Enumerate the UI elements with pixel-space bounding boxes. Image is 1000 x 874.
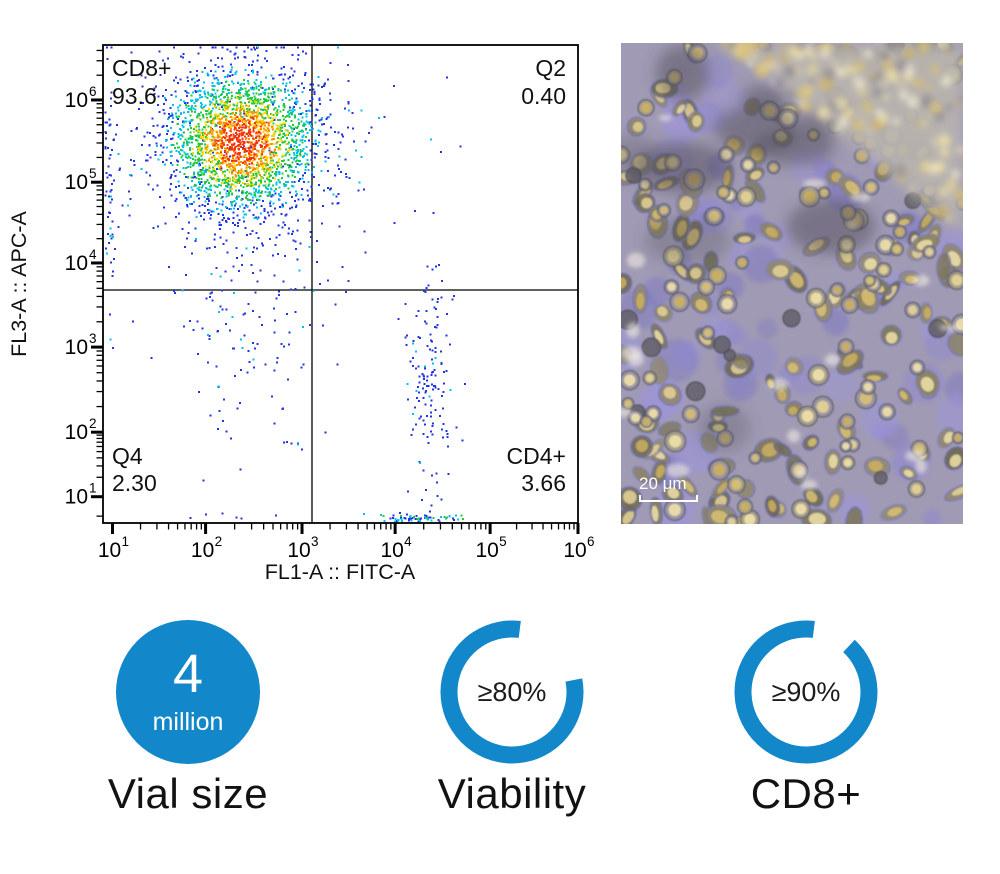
quadrant-value-q4: 2.30 (112, 470, 157, 496)
axis-ticks: 10 110 210 310 410 510 610 1 10 2 10 3 10 4 10 5 10 6 (65, 49, 595, 562)
cd8-label: CD8+ (750, 770, 862, 817)
svg-text:10: 10 (191, 539, 214, 562)
svg-text:10: 10 (65, 171, 88, 194)
vial-size-unit: million (152, 708, 224, 736)
svg-text:10: 10 (65, 89, 88, 112)
svg-text:10: 10 (98, 539, 121, 562)
svg-text:10: 10 (65, 421, 88, 444)
viability-percent: ≥80% (477, 676, 547, 707)
y-axis-title: FL3-A :: APC-A (7, 210, 31, 356)
svg-text:10: 10 (65, 336, 88, 359)
svg-text:2: 2 (89, 416, 97, 431)
svg-text:10: 10 (65, 486, 88, 509)
svg-text:6: 6 (89, 84, 97, 99)
svg-text:5: 5 (499, 534, 507, 549)
svg-text:10: 10 (563, 539, 586, 562)
cd8-ring-badge (734, 620, 878, 764)
vial-size-number: 4 (172, 644, 204, 704)
svg-text:3: 3 (311, 534, 319, 549)
micrograph-image: 20 μm (621, 43, 963, 524)
svg-text:1: 1 (89, 481, 97, 496)
scale-bar-line (639, 495, 698, 502)
filled-circle (116, 620, 260, 764)
quadrant-value-q2: 0.40 (521, 83, 566, 109)
micrograph-cells-layer (621, 43, 963, 524)
cd8-percent: ≥90% (771, 676, 841, 707)
progress-ring (734, 620, 878, 764)
flow-cytometry-plot: 10 110 210 310 410 510 610 1 10 2 10 3 10 4 10 5 10 6 CD8… (7, 44, 595, 584)
quadrant-label-q2: Q2 (535, 55, 566, 81)
svg-text:10: 10 (380, 539, 403, 562)
vial-size-badge (116, 620, 260, 764)
svg-text:3: 3 (89, 331, 97, 346)
svg-text:10: 10 (287, 539, 310, 562)
svg-text:1: 1 (122, 534, 130, 549)
svg-text:4: 4 (89, 247, 97, 262)
plot-frame (102, 44, 579, 524)
viability-ring-badge (440, 620, 584, 764)
cd8-value: ≥90% (721, 607, 891, 777)
quadrant-label-q4: Q4 (112, 443, 143, 469)
scatter-points-layer (104, 46, 466, 523)
svg-text:2: 2 (215, 534, 223, 549)
svg-text:10: 10 (475, 539, 498, 562)
quadrant-label-cd8: CD8+ (112, 55, 171, 81)
svg-text:5: 5 (89, 166, 97, 181)
viability-label: Viability (437, 770, 587, 817)
vial-size-value: 4 million (103, 607, 273, 777)
quadrant-value-cd8: 93.6 (112, 83, 157, 109)
scale-bar-label: 20 μm (639, 474, 687, 493)
svg-text:4: 4 (404, 534, 412, 549)
quadrant-value-cd4: 3.66 (521, 470, 566, 496)
vial-size-label: Vial size (107, 770, 269, 817)
stat-vial-size: 4 million Vial size (103, 607, 273, 867)
defocus-specks-layer (721, 43, 963, 222)
scale-bar: 20 μm (639, 474, 698, 502)
svg-text:10: 10 (65, 252, 88, 275)
stat-viability: ≥80% Viability (427, 607, 597, 867)
viability-value: ≥80% (427, 607, 597, 777)
svg-text:6: 6 (587, 534, 595, 549)
stat-cd8-purity: ≥90% CD8+ (721, 607, 891, 867)
x-axis-title: FL1-A :: FITC-A (265, 560, 416, 584)
quadrant-label-cd4: CD4+ (507, 443, 566, 469)
